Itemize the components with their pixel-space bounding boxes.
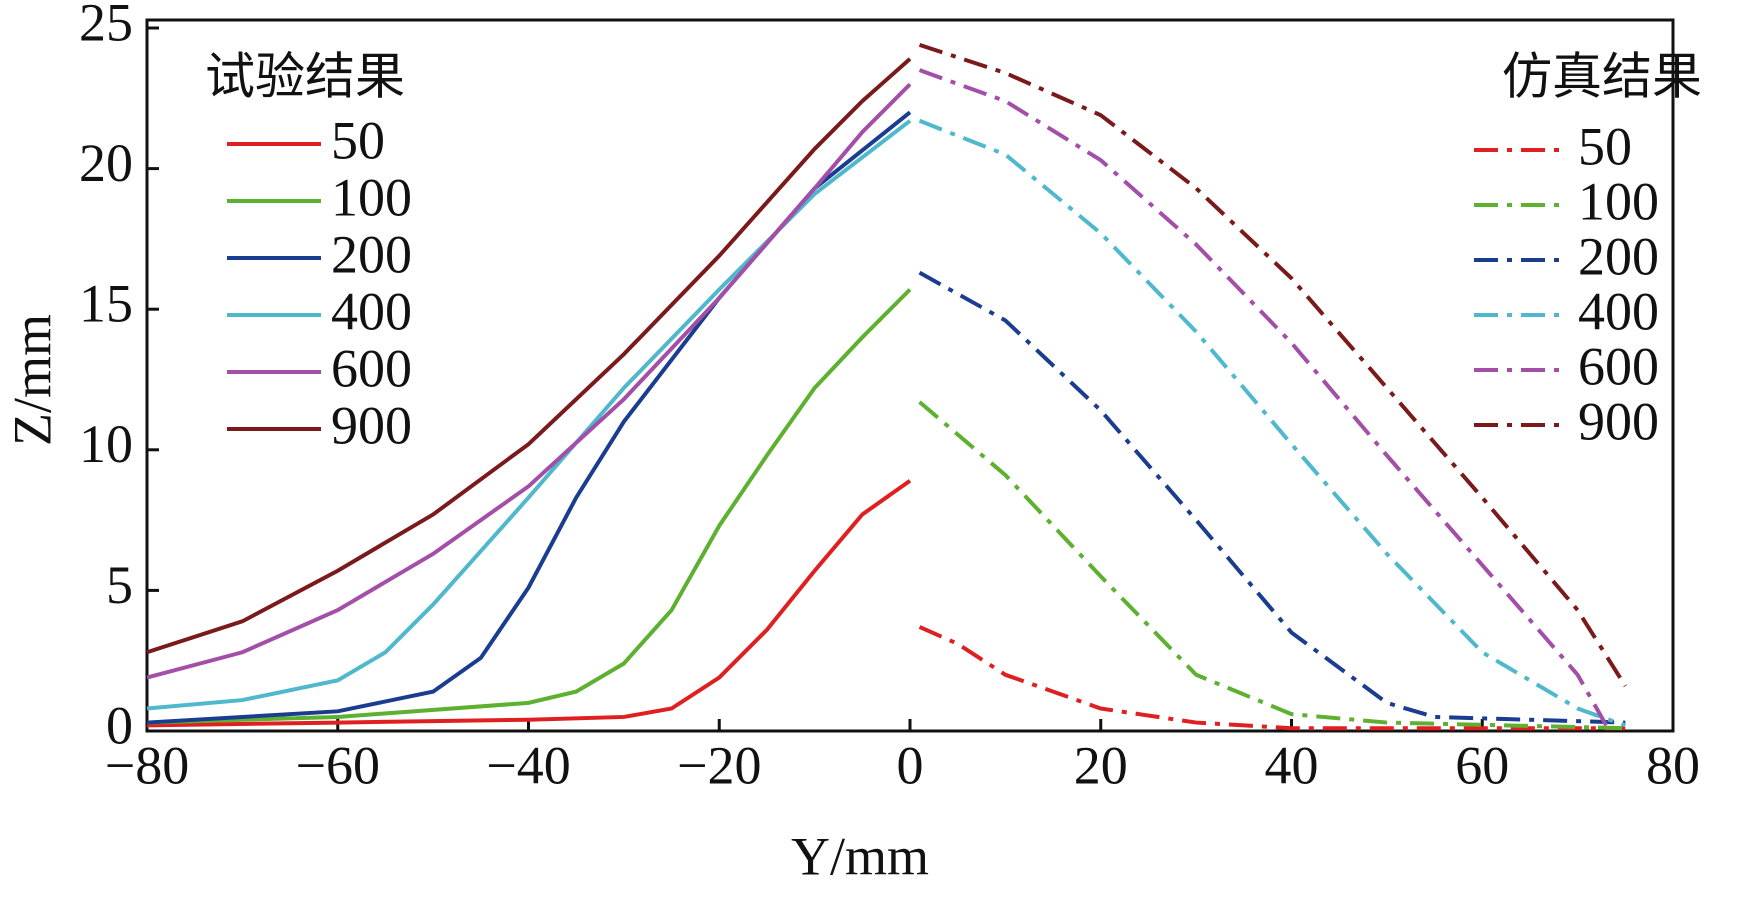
- x-tick-label: 80: [1646, 735, 1700, 795]
- series-line: [918, 68, 1608, 727]
- x-tick-label: 20: [1074, 735, 1128, 795]
- series-line: [146, 479, 912, 728]
- y-tick-label: 20: [79, 133, 133, 193]
- legend-title: 仿真结果: [1502, 48, 1702, 106]
- x-tick-label: 60: [1455, 735, 1509, 795]
- series-line: [146, 57, 912, 655]
- series-line: [146, 82, 912, 680]
- y-tick-label: 15: [79, 274, 133, 334]
- legend-label: 200: [331, 224, 412, 284]
- y-tick-label: 25: [79, 0, 133, 52]
- y-tick-label: 0: [106, 695, 133, 755]
- legend-title: 试验结果: [205, 48, 405, 106]
- x-tick-label: −20: [677, 735, 761, 795]
- legend-label: 100: [331, 167, 412, 227]
- y-tick-label: 10: [79, 414, 133, 474]
- x-tick-label: −80: [105, 735, 189, 795]
- series-line: [918, 625, 1626, 731]
- x-axis-label: Y/mm: [791, 826, 929, 886]
- legend-label: 600: [1578, 336, 1659, 396]
- series-line: [918, 400, 1626, 731]
- legend-label: 400: [331, 281, 412, 341]
- legend-label: 50: [1578, 116, 1632, 176]
- legend-label: 200: [1578, 226, 1659, 286]
- legend-label: 50: [331, 110, 385, 170]
- legend-label: 600: [331, 338, 412, 398]
- x-tick-label: 0: [897, 735, 924, 795]
- legend-label: 400: [1578, 281, 1659, 341]
- x-tick-label: 40: [1265, 735, 1319, 795]
- legend-label: 100: [1578, 171, 1659, 231]
- series-line: [918, 42, 1628, 688]
- legend-label: 900: [1578, 391, 1659, 451]
- series-line: [918, 118, 1626, 728]
- y-axis-label: Z/mm: [2, 314, 62, 446]
- y-tick-label: 5: [106, 555, 133, 615]
- x-tick-label: −40: [486, 735, 570, 795]
- legend-label: 900: [331, 395, 412, 455]
- series-line: [146, 288, 912, 725]
- x-tick-label: −60: [296, 735, 380, 795]
